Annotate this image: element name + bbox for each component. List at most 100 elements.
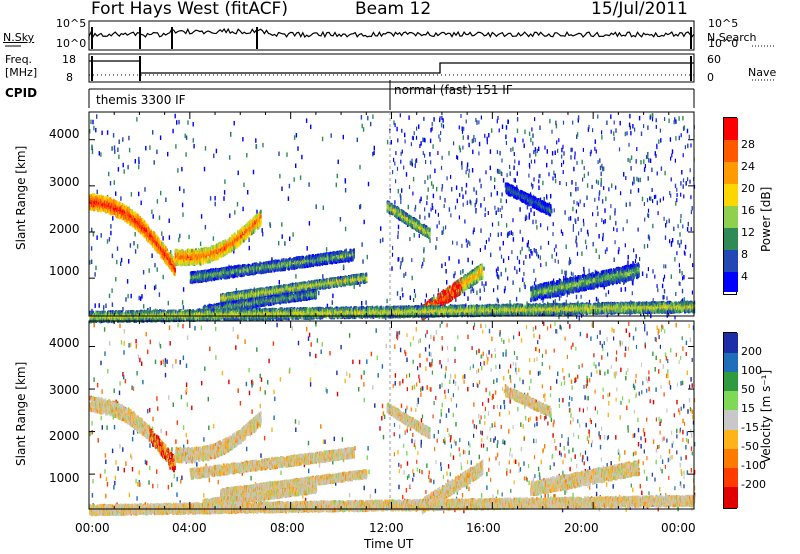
power-cell [373, 145, 375, 151]
power-cell [167, 151, 169, 157]
power-cell [680, 239, 682, 245]
power-cell [512, 218, 514, 223]
power-cell [465, 170, 467, 175]
power-cell [151, 209, 153, 214]
power-cell [394, 123, 396, 128]
power-cell [419, 214, 421, 220]
power-cell [463, 126, 465, 131]
power-cell [95, 127, 97, 133]
power-cell [391, 266, 393, 271]
power-cell [553, 247, 556, 252]
freq-panel-frame [88, 53, 695, 83]
power-cell [91, 227, 93, 233]
power-cell [142, 270, 145, 275]
power-cell [366, 254, 368, 260]
power-cell [643, 167, 646, 172]
power-cell [405, 172, 408, 177]
power-cell [497, 285, 499, 290]
power-cell [480, 228, 482, 233]
power-cell [625, 176, 627, 181]
power-cell [588, 268, 590, 273]
power-cell [523, 271, 525, 276]
power-cell [551, 208, 553, 214]
nsky-trace [88, 27, 695, 40]
power-cell [573, 200, 575, 205]
power-cell [687, 221, 689, 227]
power-cell [401, 149, 403, 154]
power-cell [497, 169, 499, 174]
power-cell [339, 217, 342, 222]
power-cell [538, 146, 540, 152]
power-cell [576, 251, 579, 256]
power-cell [200, 214, 203, 219]
power-cell [620, 191, 622, 196]
power-cell [361, 242, 363, 247]
power-cell [117, 167, 120, 172]
power-cell [322, 205, 324, 210]
power-cell [522, 138, 524, 143]
power-cell [675, 201, 677, 206]
power-cell [413, 233, 415, 238]
power-cell [243, 182, 245, 188]
power-cell [638, 115, 641, 121]
power-cell [500, 198, 502, 203]
power-cell [595, 296, 598, 302]
power-cell [681, 271, 683, 276]
power-cell [252, 223, 254, 228]
power-cell [192, 122, 194, 127]
power-cell [549, 118, 551, 124]
power-cell [662, 196, 664, 201]
power-cell [90, 246, 93, 251]
power-cell [344, 188, 347, 193]
power-cell [101, 130, 103, 136]
power-cell [510, 147, 512, 152]
power-cell [177, 168, 179, 173]
power-cell [111, 288, 113, 293]
power-cell [234, 245, 237, 250]
power-cell [618, 247, 620, 252]
power-cell [677, 224, 679, 229]
power-cell [678, 135, 680, 141]
power-cell [162, 245, 164, 250]
power-cell [535, 219, 537, 224]
power-cell [615, 220, 617, 226]
power-cell [540, 245, 542, 250]
power-cell [471, 286, 473, 292]
power-cell [577, 202, 580, 207]
power-cell [667, 312, 669, 317]
power-cell [455, 297, 457, 302]
power-cell [138, 164, 140, 170]
power-cell [576, 134, 578, 139]
power-cell [514, 266, 516, 271]
power-cell [100, 206, 103, 211]
power-cell [604, 208, 606, 213]
power-cell [602, 236, 604, 242]
power-cell [682, 115, 684, 121]
power-cell [600, 178, 602, 183]
power-cell [674, 183, 677, 189]
power-cell [674, 315, 676, 320]
power-cell [602, 232, 604, 238]
power-cell [505, 125, 508, 130]
power-cell [109, 181, 112, 186]
power-cell [497, 115, 499, 120]
power-cell [131, 219, 134, 224]
power-cell [399, 193, 401, 198]
power-cell [533, 281, 536, 286]
power-cell [539, 173, 541, 178]
power-cell [575, 181, 577, 186]
power-cell [306, 246, 308, 251]
power-cell [108, 293, 111, 299]
power-cell [488, 237, 490, 242]
power-cell [471, 138, 473, 144]
power-cell [413, 131, 415, 136]
power-cell [678, 116, 680, 121]
power-cell [630, 189, 632, 194]
power-cell [655, 194, 657, 199]
power-cell [168, 235, 171, 240]
power-cell [528, 215, 530, 220]
power-cell [572, 224, 574, 229]
power-cell [543, 196, 545, 202]
power-cell [523, 260, 525, 265]
